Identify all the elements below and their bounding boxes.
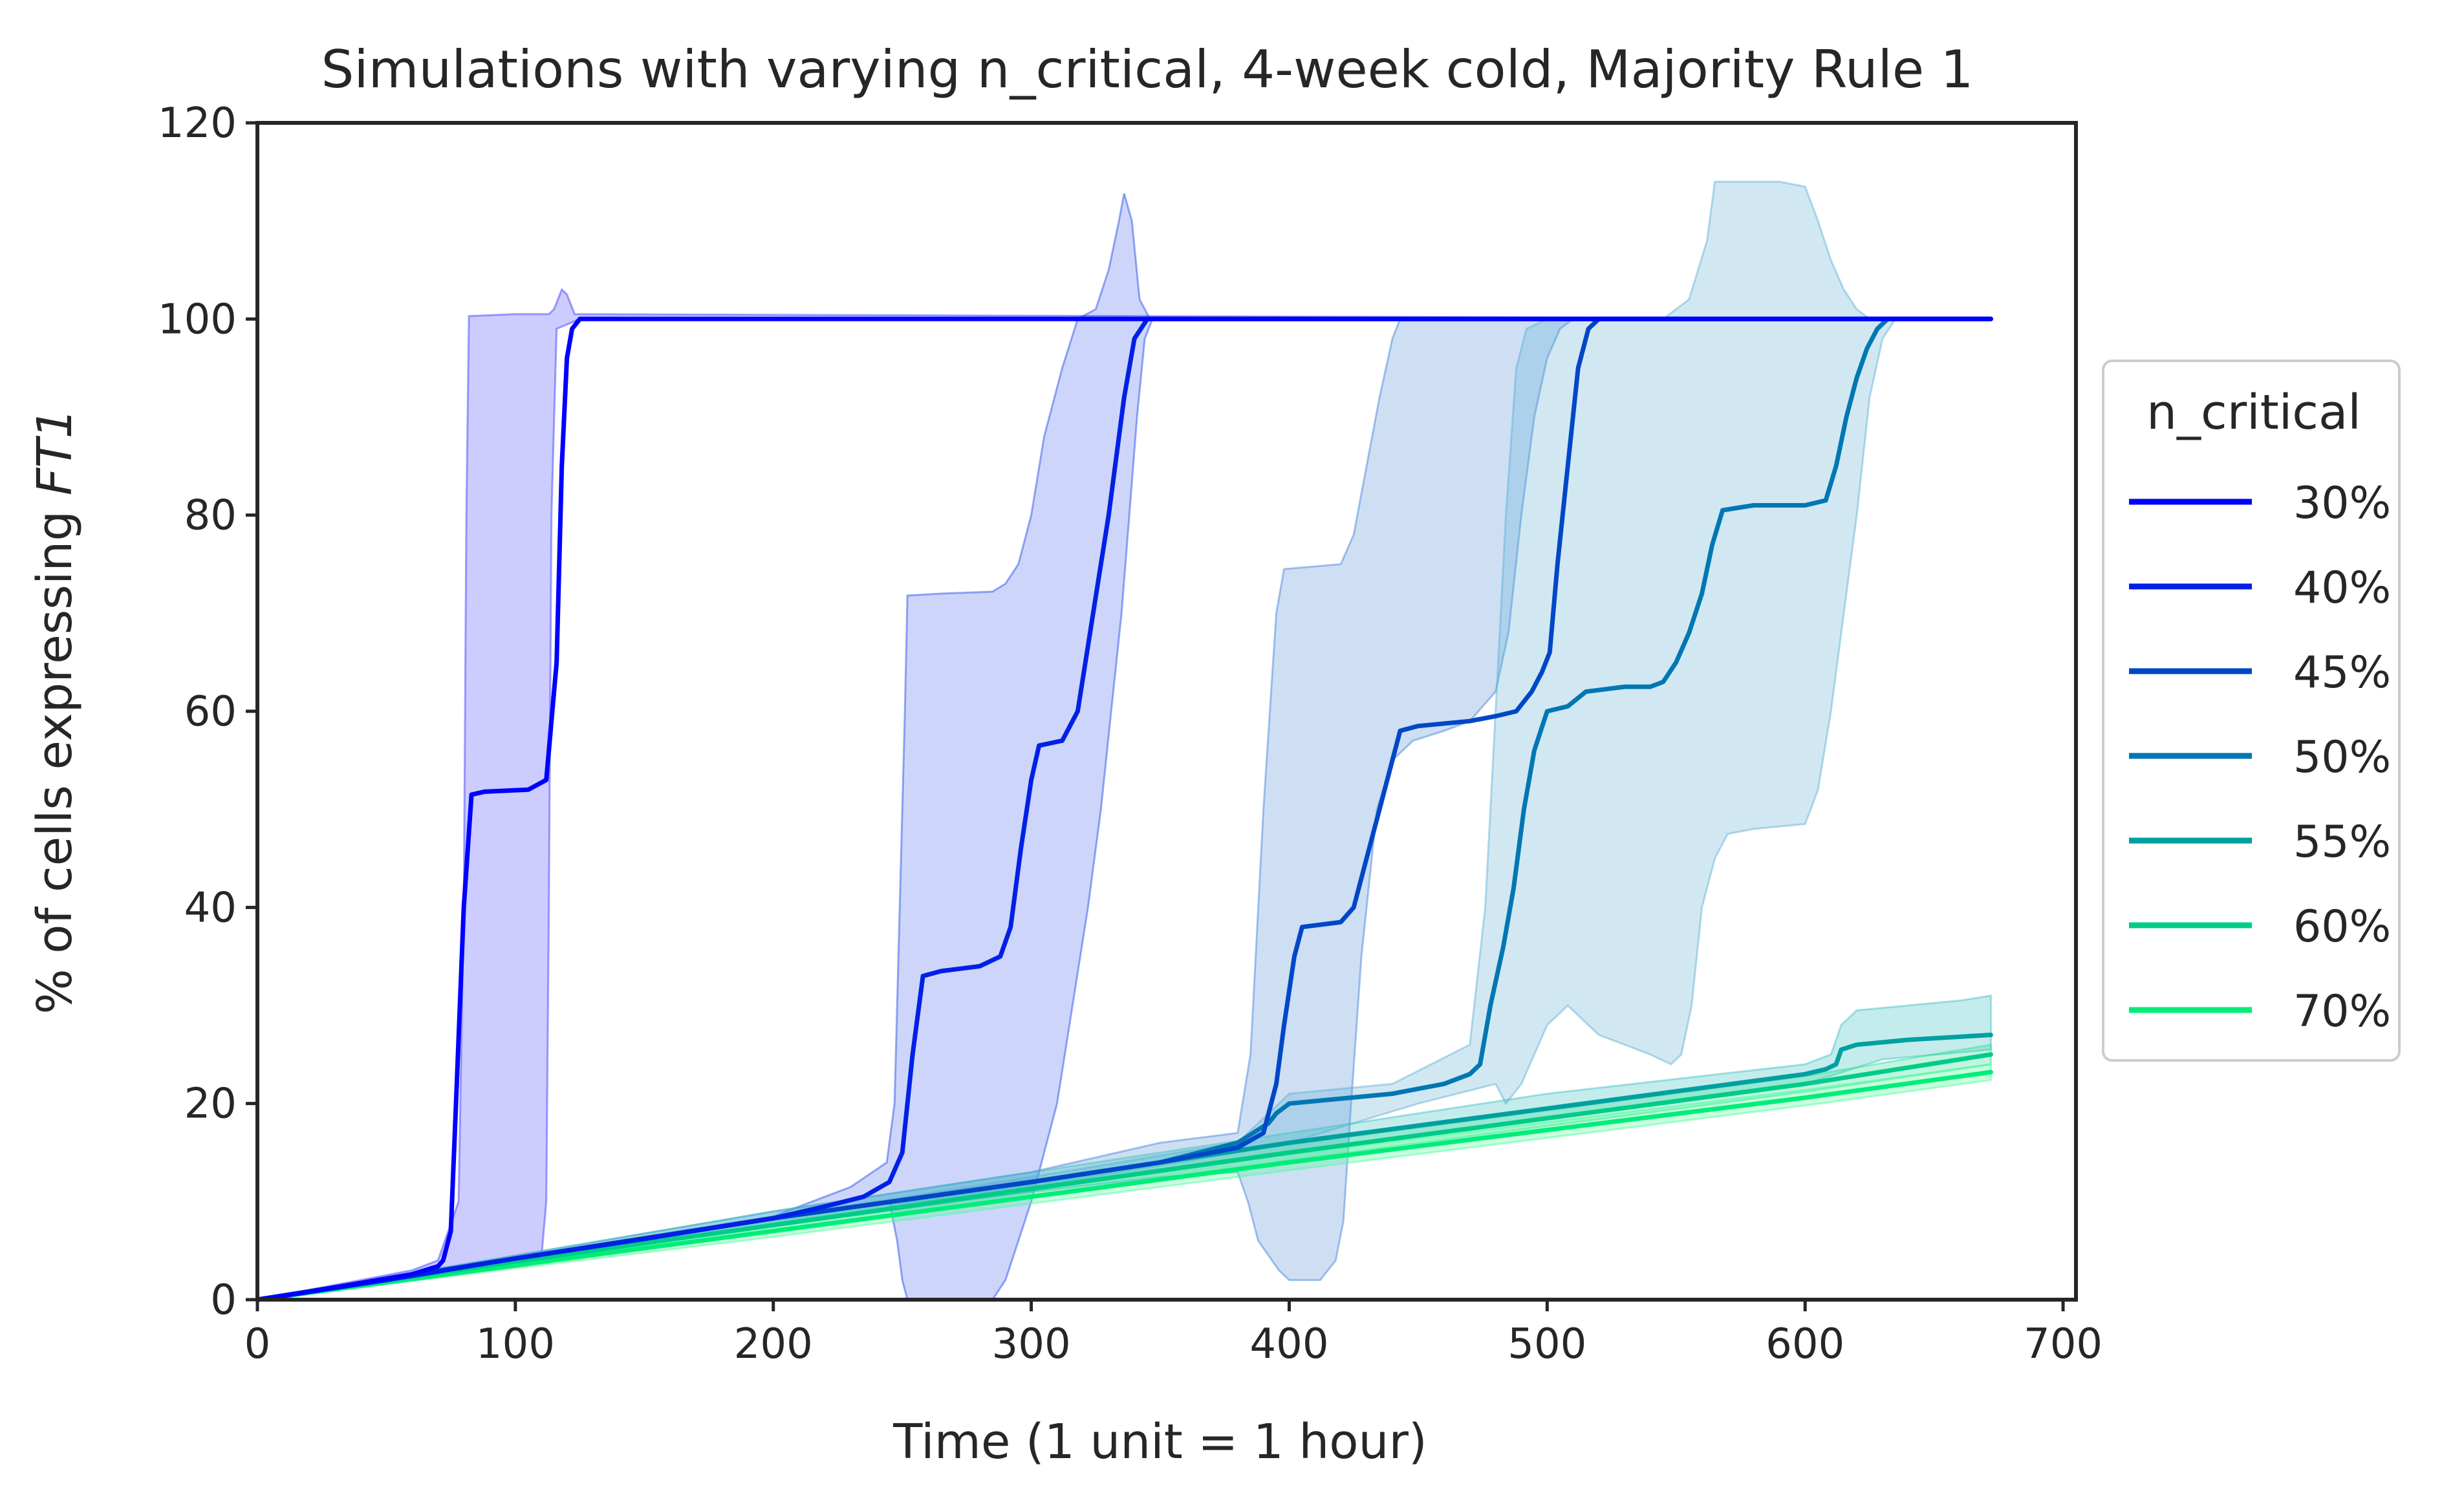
legend-label-60: 60% — [2293, 901, 2391, 952]
y-tick-label: 0 — [210, 1276, 237, 1324]
line-50 — [255, 316, 1993, 1302]
x-tick-label: 500 — [1508, 1320, 1586, 1368]
y-tick-label: 100 — [158, 295, 237, 343]
x-tick-label: 0 — [244, 1320, 271, 1368]
x-axis-label: Time (1 unit = 1 hour) — [892, 1414, 1427, 1470]
x-tick-label: 100 — [476, 1320, 555, 1368]
legend-items: 30% 40% 45% 50% 55% 60% 70% — [2129, 478, 2391, 1037]
legend-label-40: 40% — [2293, 563, 2391, 614]
legend-label-55: 55% — [2293, 817, 2391, 868]
y-tick-label: 80 — [184, 492, 237, 540]
legend: n_critical 30% 40% 45% 50% 55% 60% 70% — [2102, 360, 2401, 1062]
y-axis-label: % of cells expressing FT1 — [27, 408, 83, 1014]
x-tick-label: 700 — [2024, 1320, 2102, 1368]
legend-label-45: 45% — [2293, 647, 2391, 698]
legend-label-70: 70% — [2293, 986, 2391, 1037]
y-tick-label: 120 — [158, 100, 237, 147]
legend-box — [2102, 360, 2401, 1062]
x-tick-label: 200 — [734, 1320, 813, 1368]
legend-label-50: 50% — [2293, 732, 2391, 783]
line-70 — [255, 1069, 1993, 1302]
y-tick-label: 20 — [184, 1080, 237, 1128]
band-45 — [257, 317, 1991, 1301]
x-tick-label: 300 — [992, 1320, 1071, 1368]
x-axis-ticks: 0 100 200 300 400 500 600 700 — [244, 1300, 2102, 1368]
y-axis-label-gene: FT1 — [27, 408, 83, 495]
line-40 — [255, 316, 1993, 1302]
y-axis-ticks: 0 20 40 60 80 100 120 — [158, 100, 257, 1324]
band-50 — [257, 180, 1991, 1301]
series-lines — [255, 316, 1993, 1302]
chart-title: Simulations with varying n_critical, 4-w… — [321, 39, 1974, 100]
legend-title: n_critical — [2146, 385, 2361, 440]
x-tick-label: 600 — [1766, 1320, 1844, 1368]
legend-label-30: 30% — [2293, 478, 2391, 529]
line-30 — [255, 316, 1993, 1302]
line-45 — [255, 316, 1993, 1302]
y-axis-label-text: % of cells expressing — [27, 495, 83, 1014]
confidence-bands — [257, 180, 1992, 1301]
line-60 — [255, 1052, 1993, 1302]
x-tick-label: 400 — [1249, 1320, 1328, 1368]
y-tick-label: 60 — [184, 688, 237, 736]
y-tick-label: 40 — [184, 884, 237, 932]
